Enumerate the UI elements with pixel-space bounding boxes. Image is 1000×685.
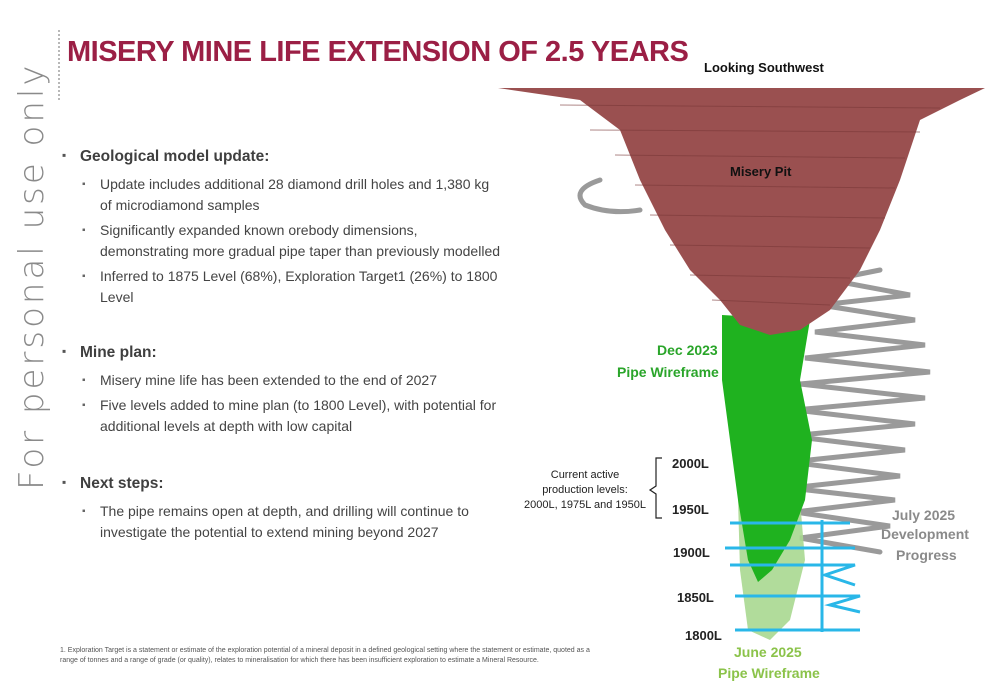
pit-label: Misery Pit: [730, 164, 792, 179]
list-item: Misery mine life has been extended to th…: [60, 370, 500, 391]
july-2025-label: July 2025: [892, 505, 955, 526]
view-label: Looking Southwest: [704, 60, 824, 75]
list-item: Inferred to 1875 Level (68%), Exploratio…: [60, 266, 500, 308]
dec-2023-label: Dec 2023: [657, 342, 718, 358]
level-label: 1900L: [673, 545, 710, 560]
current-levels-line: Current active: [550, 469, 620, 481]
section-geological: Geological model update: Update includes…: [60, 148, 500, 312]
section-next-steps: Next steps: The pipe remains open at dep…: [60, 475, 500, 547]
list-item: The pipe remains open at depth, and dril…: [60, 501, 500, 543]
list-item: Update includes additional 28 diamond dr…: [60, 174, 500, 216]
page-title: MISERY MINE LIFE EXTENSION OF 2.5 YEARS: [67, 36, 689, 68]
misery-pit: [498, 88, 985, 335]
list-item: Significantly expanded known orebody dim…: [60, 220, 500, 262]
level-label: 2000L: [672, 456, 709, 471]
section-heading: Geological model update:: [60, 148, 500, 166]
dec-2023-label-2: Pipe Wireframe: [617, 364, 719, 380]
list-item: Five levels added to mine plan (to 1800 …: [60, 395, 500, 437]
dec-2023-pipe-wireframe: [722, 315, 812, 582]
section-heading: Mine plan:: [60, 344, 500, 362]
july-label-line: Progress: [896, 547, 957, 563]
level-label: 1950L: [672, 502, 709, 517]
section-mine-plan: Mine plan: Misery mine life has been ext…: [60, 344, 500, 441]
pit-benches: [559, 104, 941, 306]
footnote: 1. Exploration Target is a statement or …: [60, 647, 590, 664]
level-label: 1850L: [677, 590, 714, 605]
june-2025-label-2: Pipe Wireframe: [718, 665, 820, 681]
level-label: 1800L: [685, 628, 722, 643]
divider: [58, 30, 60, 100]
section-heading: Next steps:: [60, 475, 500, 493]
levels-bracket: [648, 457, 662, 519]
current-levels-line: 2000L, 1975L and 1950L: [524, 499, 646, 511]
july-label-line: July 2025: [892, 507, 956, 523]
current-levels-note: Current active production levels: 2000L,…: [520, 468, 650, 513]
development-levels: [725, 520, 861, 632]
july-label-line: Development: [881, 526, 969, 542]
june-2025-label: June 2025: [734, 644, 802, 660]
current-levels-line: production levels:: [542, 484, 628, 496]
